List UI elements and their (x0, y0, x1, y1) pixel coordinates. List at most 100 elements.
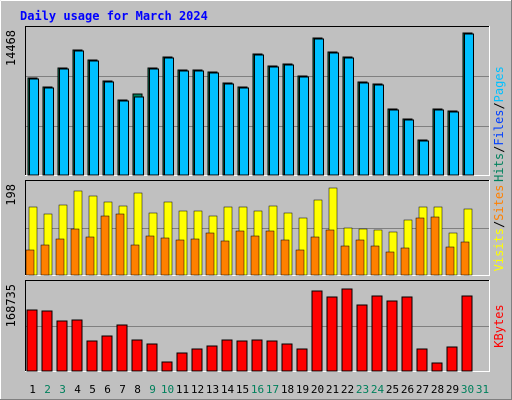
y-axis-max-label: 14468 (4, 30, 18, 66)
y-axis-max-label: 168735 (4, 284, 18, 327)
x-label-day-31: 31 (476, 383, 489, 396)
bar-kbytes-day-10 (161, 361, 173, 372)
x-label-day-13: 13 (206, 383, 219, 396)
bar-files-day-4 (74, 50, 84, 176)
bar-kbytes-day-12 (191, 348, 203, 372)
bar-files-day-23 (359, 82, 369, 176)
legend-files: Files (492, 110, 506, 146)
legend-hits: Hits (492, 153, 506, 182)
legend-pages: Pages (492, 66, 506, 102)
bar-files-day-6 (104, 81, 114, 176)
bar-sites-day-13 (205, 232, 215, 276)
bar-files-day-18 (284, 64, 294, 176)
x-label-day-23: 23 (356, 383, 369, 396)
bar-kbytes-day-4 (71, 319, 83, 372)
bar-sites-day-3 (55, 238, 65, 276)
x-axis-labels: 1 2 3 4 5 6 7 8 9 10 11 12 13 14 15 16 17 18 19 20 21 22 23 24 2… (29, 383, 489, 396)
legend: Visits/Sites (492, 185, 506, 272)
bar-files-day-26 (404, 119, 414, 176)
x-label-day-26: 26 (401, 383, 414, 396)
bar-sites-day-23 (355, 239, 365, 276)
bar-kbytes-day-6 (101, 335, 113, 372)
bar-sites-day-7 (115, 213, 125, 276)
panel-visits-sites: 198 Visits/Sites (4, 180, 506, 276)
bar-sites-day-10 (160, 237, 170, 276)
bar-kbytes-day-22 (341, 288, 353, 372)
panel-kbytes: 168735 KBytes (4, 280, 506, 372)
bar-kbytes-day-24 (371, 295, 383, 372)
x-label-day-30: 30 (461, 383, 474, 396)
chart-title: Daily usage for March 2024 (20, 9, 208, 23)
bar-kbytes-day-14 (221, 339, 233, 372)
bar-sites-day-17 (265, 230, 275, 276)
bar-files-day-12 (194, 70, 204, 176)
x-label-day-15: 15 (236, 383, 249, 396)
bar-kbytes-day-17 (266, 340, 278, 372)
bar-files-day-24 (374, 84, 384, 176)
x-label-day-2: 2 (44, 383, 51, 396)
bar-sites-day-11 (175, 239, 185, 276)
bar-files-day-1 (29, 78, 39, 176)
bar-sites-day-26 (400, 247, 410, 276)
bar-sites-day-28 (430, 216, 440, 276)
bar-sites-day-6 (100, 215, 110, 276)
x-label-day-16: 16 (251, 383, 264, 396)
bar-kbytes-day-13 (206, 345, 218, 372)
legend-separator: / (492, 102, 506, 109)
bar-sites-day-15 (235, 230, 245, 276)
bar-kbytes-day-21 (326, 296, 338, 372)
x-label-day-17: 17 (266, 383, 279, 396)
bar-kbytes-day-28 (431, 362, 443, 372)
bar-files-day-20 (314, 38, 324, 176)
legend-separator: / (492, 221, 506, 228)
bar-kbytes-day-9 (146, 343, 158, 372)
bar-files-day-25 (389, 109, 399, 176)
x-label-day-8: 8 (134, 383, 141, 396)
x-label-day-7: 7 (119, 383, 126, 396)
bar-sites-day-29 (445, 246, 455, 276)
bar-kbytes-day-15 (236, 340, 248, 372)
bar-sites-day-8 (130, 244, 140, 276)
legend: KBytes (492, 304, 506, 347)
bar-files-day-28 (434, 109, 444, 176)
x-label-day-10: 10 (161, 383, 174, 396)
bar-sites-day-21 (325, 229, 335, 276)
bar-sites-day-12 (190, 238, 200, 276)
bar-sites-day-20 (310, 236, 320, 276)
x-label-day-20: 20 (311, 383, 324, 396)
legend-sites: Sites (492, 185, 506, 221)
bar-sites-day-2 (40, 244, 50, 276)
x-label-day-18: 18 (281, 383, 294, 396)
bar-files-day-11 (179, 70, 189, 176)
bar-sites-day-16 (250, 235, 260, 276)
bar-kbytes-day-23 (356, 304, 368, 372)
bar-files-day-14 (224, 83, 234, 176)
bar-sites-day-19 (295, 249, 305, 276)
bar-kbytes-day-29 (446, 346, 458, 372)
bar-kbytes-day-8 (131, 339, 143, 372)
bar-files-day-29 (449, 111, 459, 176)
bar-sites-day-27 (415, 217, 425, 276)
bar-kbytes-day-7 (116, 324, 128, 372)
bar-sites-day-25 (385, 251, 395, 276)
bar-files-day-19 (299, 76, 309, 176)
legend-visits: Visits (492, 228, 506, 271)
x-label-day-14: 14 (221, 383, 235, 396)
x-label-day-27: 27 (416, 383, 429, 396)
bar-sites-day-30 (460, 241, 470, 276)
x-label-day-28: 28 (431, 383, 444, 396)
bar-files-day-15 (239, 87, 249, 176)
bar-sites-day-4 (70, 228, 80, 276)
bar-files-day-9 (149, 68, 159, 176)
bar-kbytes-day-2 (41, 310, 53, 372)
x-label-day-22: 22 (341, 383, 354, 396)
bar-kbytes-day-20 (311, 290, 323, 372)
bar-kbytes-day-11 (176, 352, 188, 372)
bar-kbytes-day-19 (296, 348, 308, 372)
bar-files-day-30 (464, 33, 474, 176)
bar-files-day-2 (44, 87, 54, 176)
x-label-day-5: 5 (89, 383, 96, 396)
x-label-day-25: 25 (386, 383, 399, 396)
bar-sites-day-9 (145, 235, 155, 276)
bar-kbytes-day-25 (386, 300, 398, 372)
